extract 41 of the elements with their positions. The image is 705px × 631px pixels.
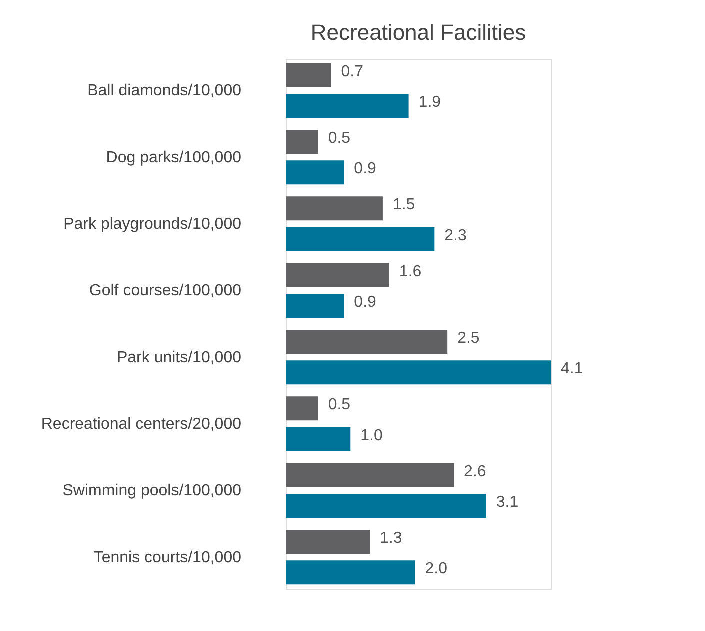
data-label: 1.5 [392,196,416,214]
bar [286,494,486,518]
bar [286,263,390,288]
bar [286,294,344,318]
y-tick-label: Tennis courts/10,000 [94,549,242,566]
data-label: 0.5 [328,130,351,148]
bar [286,530,370,554]
y-tick-label: Recreational centers/20,000 [41,416,242,433]
bar [286,63,332,88]
bar [286,227,435,252]
bar [286,360,551,385]
data-label: 0.9 [354,294,377,311]
bar [286,130,318,154]
bar [286,396,318,421]
bar [286,463,454,488]
y-tick-label: Swimming pools/100,000 [62,482,242,500]
y-tick-label: Dog parks/100,000 [106,149,242,166]
bar [286,94,409,118]
data-label: 1.0 [360,427,383,444]
data-label: 2.0 [425,560,448,578]
data-label: 2.5 [458,330,480,348]
bar [286,330,448,354]
data-label: 3.1 [496,494,519,511]
data-label: 2.3 [444,227,467,244]
y-tick-label: Park units/10,000 [116,349,242,366]
data-label: 4.1 [561,360,584,378]
y-tick-label: Golf courses/100,000 [89,282,242,300]
y-tick-label: Ball diamonds/10,000 [88,82,242,100]
chart-title: Recreational Facilities [310,20,526,45]
bar [286,196,383,221]
bar [286,560,416,585]
data-label: 0.5 [328,396,351,414]
data-label: 1.6 [399,263,422,280]
y-tick-label: Park playgrounds/10,000 [64,216,242,233]
data-label: 0.9 [354,160,377,178]
data-label: 1.9 [418,94,442,111]
data-label: 2.6 [464,463,486,480]
data-label: 0.7 [341,63,364,80]
bar [286,427,351,452]
data-label: 1.3 [380,530,402,548]
bar [286,160,344,185]
